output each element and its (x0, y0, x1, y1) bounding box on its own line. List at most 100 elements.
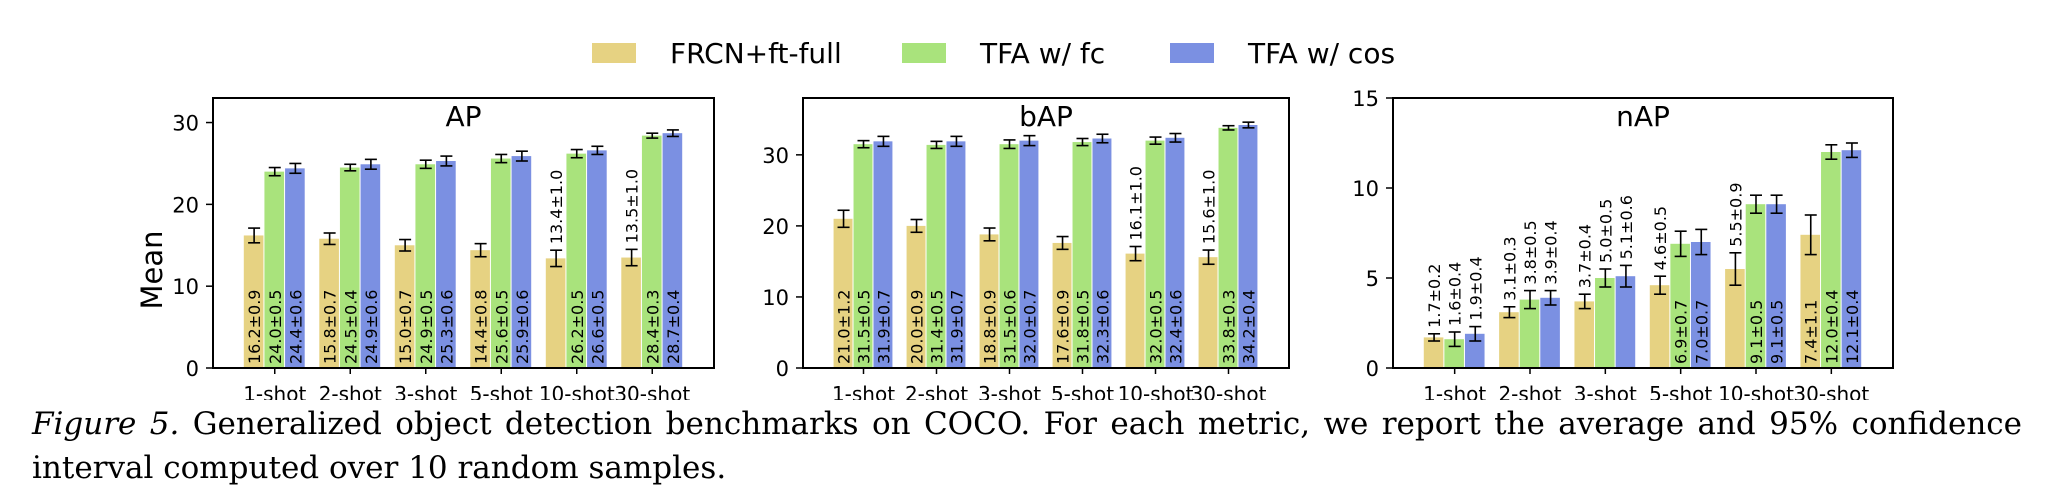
bar (1019, 140, 1039, 368)
bar (243, 235, 264, 368)
legend-swatch-tfa-cos (1170, 43, 1214, 63)
bar (873, 141, 893, 368)
bar-value-label: 4.6±0.5 (1651, 206, 1670, 270)
bar-value-label: 24.9±0.6 (362, 290, 381, 364)
legend-label-tfa-fc: TFA w/ fc (979, 37, 1105, 70)
legend-swatch-frcn (592, 43, 636, 63)
bar (1464, 333, 1485, 368)
x-tick-label: 2-shot (1498, 382, 1561, 400)
bar-value-label: 9.1±0.5 (1768, 300, 1787, 364)
bar-value-label: 24.5±0.4 (341, 290, 360, 364)
bar (1238, 125, 1258, 368)
bar (1690, 242, 1711, 368)
x-tick-label: 1-shot (243, 382, 306, 400)
bar-value-label: 3.9±0.4 (1542, 220, 1561, 284)
bar-value-label: 32.4±0.6 (1166, 290, 1185, 364)
plot-frame (212, 97, 715, 369)
bar-value-label: 18.8±0.9 (981, 290, 1000, 364)
bar (285, 168, 305, 368)
bar-value-label: 31.8±0.5 (1074, 290, 1093, 364)
bar (1092, 138, 1112, 368)
bar (319, 238, 339, 368)
bar (999, 144, 1019, 368)
plot-frame (802, 97, 1290, 369)
x-tick-label: 1-shot (1423, 382, 1486, 400)
bar (1145, 140, 1165, 368)
caption-label: Figure 5. (32, 406, 180, 442)
bar (926, 144, 946, 368)
bar (1766, 204, 1786, 368)
bar (1670, 243, 1690, 368)
chart-ap: 0 10 20 30 16.2±0.9 24.0±0.5 24.4±0.6 1-shot 15.… (135, 97, 715, 400)
bar-value-label: 31.5±0.6 (1001, 290, 1020, 364)
bar (1072, 142, 1092, 368)
bar-value-label: 31.9±0.7 (947, 290, 966, 364)
plot-frame (1392, 97, 1894, 369)
bar (1165, 137, 1185, 368)
bar-value-label: 13.4±1.0 (547, 170, 566, 244)
bar-value-label: 20.0±0.9 (908, 290, 927, 364)
y-tick-label: 0 (186, 357, 199, 381)
bar (415, 164, 436, 368)
x-tick-label: 10-shot (539, 382, 615, 400)
bar (1519, 299, 1540, 368)
y-tick-label: 20 (762, 215, 789, 239)
bar-value-label: 17.6±0.9 (1054, 290, 1073, 364)
figure-caption: Figure 5. Generalized object detection b… (32, 402, 2022, 490)
bar-value-label: 12.0±0.4 (1822, 290, 1841, 364)
bar-value-label: 9.1±0.5 (1747, 300, 1766, 364)
bar (511, 156, 532, 368)
chart-title: bAP (1019, 100, 1073, 133)
x-tick-label: 5-shot (470, 382, 533, 400)
y-tick-label: 30 (762, 144, 789, 168)
bar-value-label: 5.0±0.5 (1596, 199, 1615, 263)
bar-value-label: 3.8±0.5 (1521, 220, 1540, 284)
bar (621, 257, 641, 368)
bar-value-label: 5.5±0.9 (1726, 183, 1745, 247)
y-tick-label: 10 (172, 275, 199, 299)
bar-value-label: 31.5±0.5 (855, 290, 874, 364)
chart-nap: 0 5 10 15 1.7±0.2 1.6±0.4 1.9±0.4 1-shot 3.1±0.3… (1352, 87, 1894, 400)
x-tick-label: 30-shot (1793, 382, 1869, 400)
bar-value-label: 25.9±0.6 (513, 290, 532, 364)
caption-text: Generalized object detection benchmarks … (32, 406, 2022, 486)
bar (545, 258, 566, 368)
bar-value-label: 15.0±0.7 (396, 290, 415, 364)
x-tick-label: 30-shot (614, 382, 690, 400)
bar (833, 218, 853, 368)
y-axis-label: Mean (135, 230, 169, 309)
bar-value-label: 12.1±0.4 (1843, 290, 1862, 364)
bar (1540, 297, 1560, 368)
y-tick-label: 15 (1352, 87, 1379, 111)
chart-title: nAP (1616, 100, 1670, 133)
x-tick-label: 30-shot (1191, 382, 1267, 400)
bar-value-label: 1.7±0.2 (1425, 264, 1444, 328)
x-tick-label: 2-shot (905, 382, 968, 400)
y-tick-label: 5 (1366, 267, 1379, 291)
legend: FRCN+ft-full TFA w/ fc TFA w/ cos (592, 37, 1395, 70)
y-tick-label: 20 (172, 193, 199, 217)
bar (1574, 301, 1595, 368)
figure: FRCN+ft-full TFA w/ fc TFA w/ cos 0 10 20 3… (135, 37, 1894, 400)
y-tick-label: 10 (762, 286, 789, 310)
bar-value-label: 1.6±0.4 (1446, 262, 1465, 326)
bar (1499, 312, 1519, 368)
bar-value-label: 26.2±0.5 (568, 290, 587, 364)
bar (946, 141, 966, 368)
bar (1800, 234, 1821, 368)
legend-swatch-tfa-fc (902, 43, 946, 63)
bar-value-label: 15.6±1.0 (1200, 170, 1219, 244)
bar-value-label: 32.0±0.5 (1147, 290, 1166, 364)
bar-value-label: 33.8±0.3 (1220, 290, 1239, 364)
bar-value-label: 26.6±0.5 (588, 290, 607, 364)
x-tick-label: 1-shot (832, 382, 895, 400)
bar (264, 171, 285, 368)
bar (587, 150, 607, 368)
bar-value-label: 5.1±0.6 (1617, 195, 1636, 259)
bar-value-label: 6.9±0.7 (1672, 300, 1691, 364)
bar (490, 158, 511, 368)
bar (1595, 278, 1615, 368)
bar (641, 135, 662, 368)
bar-value-label: 25.3±0.6 (437, 290, 456, 364)
x-tick-label: 3-shot (1574, 382, 1637, 400)
